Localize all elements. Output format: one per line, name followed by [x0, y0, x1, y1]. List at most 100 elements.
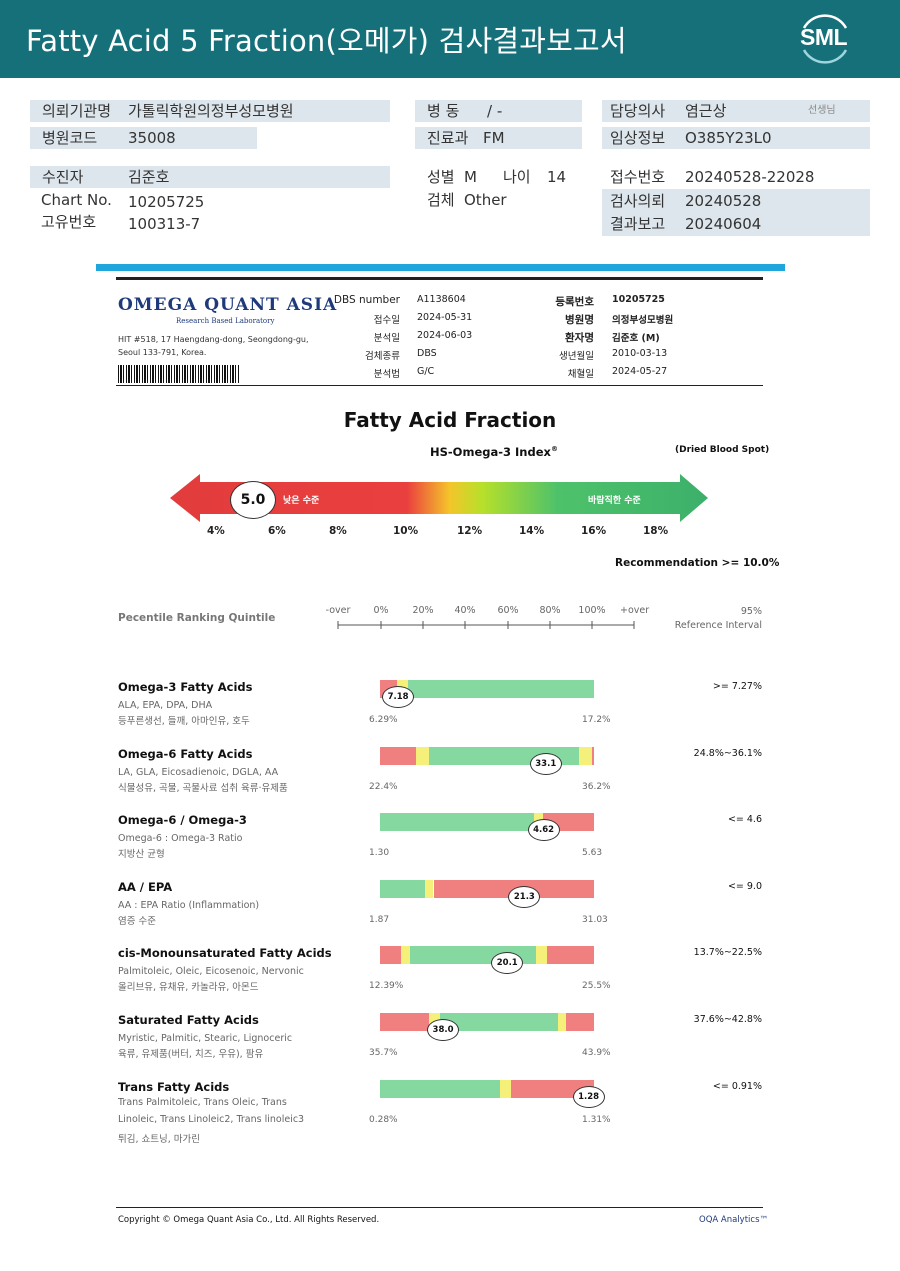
sml-logo: SML [796, 12, 854, 66]
range-segment [591, 747, 594, 765]
row-sub: Trans Palmitoleic, Trans Oleic, Trans Li… [118, 1097, 305, 1125]
ward-label: 병 동 [427, 102, 460, 120]
copyright: Copyright © Omega Quant Asia Co., Ltd. A… [118, 1215, 380, 1225]
dbs-label: DBS number [333, 294, 400, 306]
range-segment [536, 946, 547, 964]
pat-value: 김준호 (M) [612, 333, 660, 344]
value-bubble: 21.3 [508, 886, 541, 908]
range-min: 35.7% [369, 1048, 398, 1058]
receipt-value: 20240528-22028 [685, 168, 815, 186]
row-ko: 지방산 균형 [118, 849, 165, 860]
ref-subtitle: Reference Interval [674, 620, 762, 631]
range-min: 0.28% [369, 1115, 398, 1125]
clinical-label: 임상정보 [610, 129, 666, 147]
row-ko: 등푸른생선, 들깨, 아마인유, 호두 [118, 716, 250, 727]
oqa-brand-sub: Research Based Laboratory [176, 317, 275, 325]
value-bubble: 4.62 [527, 819, 560, 841]
range-max: 5.63 [582, 848, 603, 858]
percentile-scale-label: 0% [373, 605, 389, 616]
value-bubble: 7.18 [382, 686, 415, 708]
report-title: Fatty Acid 5 Fraction(오메가) 검사결과보고서 [26, 24, 627, 58]
range-segment [566, 1013, 594, 1031]
logo-text: SML [800, 24, 848, 50]
range-segment [380, 1013, 430, 1031]
index-subheading-text: HS-Omega-3 Index [430, 445, 551, 459]
percentile-scale-label: +over [620, 605, 650, 616]
sex-value: M [464, 168, 477, 186]
range-bar [380, 813, 594, 831]
hosp-value: 의정부성모병원 [612, 315, 674, 326]
reference-value: 13.7%~22.5% [693, 947, 762, 958]
department-field: 진료과 FM [415, 127, 582, 149]
section-rule-top [116, 277, 763, 280]
method-label: 분석법 [373, 369, 400, 380]
uid-label: 고유번호 [41, 213, 97, 231]
reference-value: 24.8%~36.1% [693, 748, 762, 759]
range-max: 31.03 [582, 915, 608, 925]
range-segment [380, 813, 535, 831]
gauge-tick-label: 6% [268, 525, 286, 537]
range-segment [416, 747, 430, 765]
value-bubble: 20.1 [491, 952, 524, 974]
barcode [118, 365, 239, 383]
hosp-label: 병원명 [565, 314, 594, 326]
index-subheading: HS-Omega-3 Index® [430, 445, 558, 459]
spec-label: 검체종류 [365, 351, 400, 362]
ward-value: / - [487, 102, 503, 120]
range-segment [546, 946, 594, 964]
omega3-index-gauge [170, 474, 708, 522]
range-segment [557, 1013, 567, 1031]
index-value: 5.0 [240, 492, 266, 508]
index-value-bubble: 5.0 [230, 481, 276, 519]
specimen-note: (Dried Blood Spot) [675, 445, 770, 455]
value-bubble: 38.0 [427, 1019, 460, 1041]
gauge-tick-label: 8% [329, 525, 347, 537]
hospital-field: 의뢰기관명 가톨릭학원의정부성모병원 [30, 100, 390, 122]
percentile-scale-label: 20% [412, 605, 434, 616]
range-segment [424, 880, 434, 898]
anal-label: 분석일 [373, 333, 400, 344]
department-value: FM [483, 129, 505, 147]
dob-value: 2010-03-13 [612, 348, 668, 359]
recommendation: Recommendation >= 10.0% [615, 557, 780, 569]
section-rule-mid [116, 385, 763, 386]
gauge-tick-label: 4% [207, 525, 225, 537]
chart-no-value: 10205725 [128, 193, 205, 211]
doctor-field: 담당의사 염근상 선생님 [602, 100, 870, 122]
row-sub: LA, GLA, Eicosadienoic, DGLA, AA [118, 767, 279, 778]
percentile-scale-label: 80% [539, 605, 561, 616]
range-max: 25.5% [582, 981, 611, 991]
age-value: 14 [547, 168, 567, 186]
recv-value: 2024-05-31 [417, 312, 473, 323]
row-sub: Palmitoleic, Oleic, Eicosenoic, Nervonic [118, 966, 304, 977]
low-level-label: 낮은 수준 [283, 496, 320, 506]
age-label: 나이 [503, 168, 531, 186]
reference-value: <= 9.0 [727, 881, 762, 892]
gauge-tick-label: 14% [519, 525, 545, 537]
gauge-tick-label: 10% [393, 525, 419, 537]
report-date-label: 결과보고 [610, 215, 666, 233]
reg-label: 등록번호 [555, 296, 594, 308]
range-segment [380, 1080, 500, 1098]
clinical-field: 임상정보 O385Y23L0 [602, 127, 870, 149]
reference-value: <= 4.6 [727, 814, 762, 825]
registered-mark: ® [550, 445, 558, 454]
range-segment [579, 747, 592, 765]
range-min: 12.39% [369, 981, 404, 991]
doctor-suffix: 선생님 [808, 105, 836, 116]
reference-value: <= 0.91% [712, 1081, 762, 1092]
row-name: Omega-6 / Omega-3 [118, 813, 247, 827]
doctor-label: 담당의사 [610, 102, 666, 120]
range-segment [380, 747, 417, 765]
anal-value: 2024-06-03 [417, 330, 473, 341]
row-sub: ALA, EPA, DPA, DHA [118, 700, 213, 711]
request-value: 20240528 [685, 192, 762, 210]
range-min: 6.29% [369, 715, 398, 725]
clinical-value: O385Y23L0 [685, 129, 772, 147]
row-sub: Myristic, Palmitic, Stearic, Lignoceric [118, 1033, 293, 1044]
ward-field: 병 동 / - [415, 100, 582, 122]
range-segment [380, 880, 425, 898]
reference-value: >= 7.27% [712, 681, 762, 692]
percentile-title: Pecentile Ranking Quintile [118, 612, 276, 624]
range-min: 1.30 [369, 848, 390, 858]
